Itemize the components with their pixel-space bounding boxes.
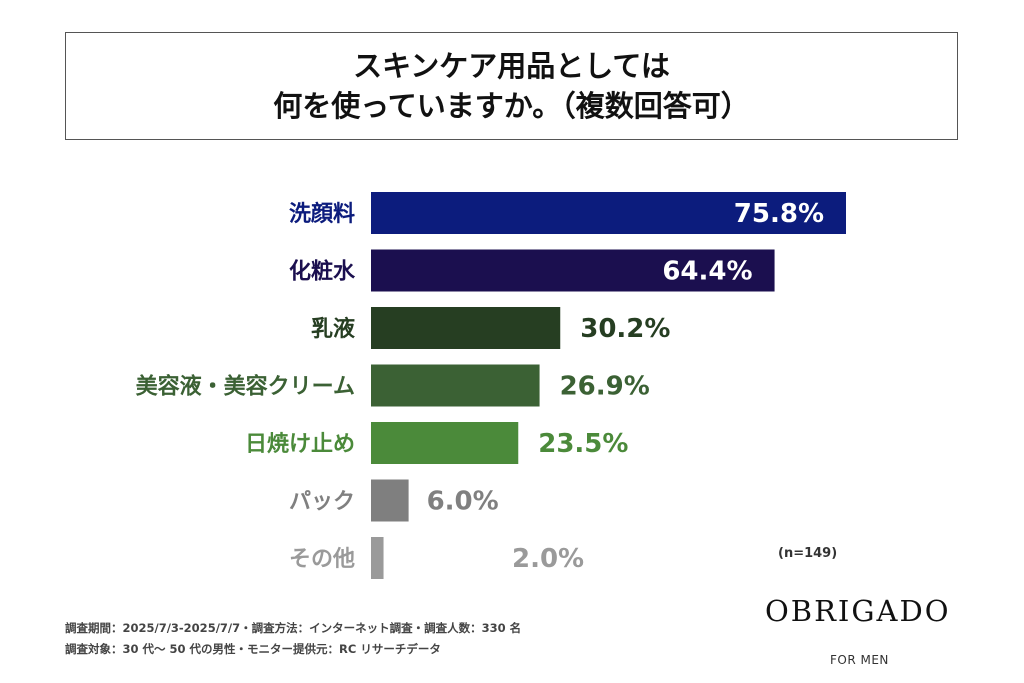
value-label-5: 6.0% [427,487,499,517]
category-label-3: 美容液・美容クリーム [136,374,355,400]
chart-title-line-2: 何を使っていますか。（複数回答可） [273,89,750,123]
category-label-4: 日焼け止め [245,431,355,457]
bar-4 [371,422,519,464]
bar-3 [371,364,540,407]
value-label-1: 64.4% [662,257,752,287]
bar-5 [371,479,409,522]
value-label-6: 2.0% [512,544,584,574]
category-label-2: 乳液 [311,316,355,342]
category-label-0: 洗顔料 [289,201,355,227]
bar-6 [371,537,384,579]
brand-logo-sub: FOR MEN [830,653,889,667]
bar-2 [371,307,561,349]
value-label-2: 30.2% [580,314,670,344]
chart-title-box: スキンケア用品としては 何を使っていますか。（複数回答可） [65,32,958,140]
brand-logo: OBRIGADO [765,594,951,628]
value-label-3: 26.9% [560,372,650,402]
sample-size-label: (n=149) [778,546,838,561]
footer-survey-period: 調査期間：2025/7/3-2025/7/7・調査方法：インターネット調査・調査… [65,621,522,635]
chart-title-line-1: スキンケア用品としては [353,49,670,83]
value-label-4: 23.5% [538,429,628,459]
bar-0 [371,192,846,234]
footer-survey-target: 調査対象：30 代～ 50 代の男性・モニター提供元：RC リサーチデータ [65,642,441,656]
category-label-1: 化粧水 [289,259,356,285]
value-label-0: 75.8% [734,199,824,229]
category-label-5: パック [289,490,355,515]
bar-1 [371,249,775,292]
category-label-6: その他 [289,547,355,572]
